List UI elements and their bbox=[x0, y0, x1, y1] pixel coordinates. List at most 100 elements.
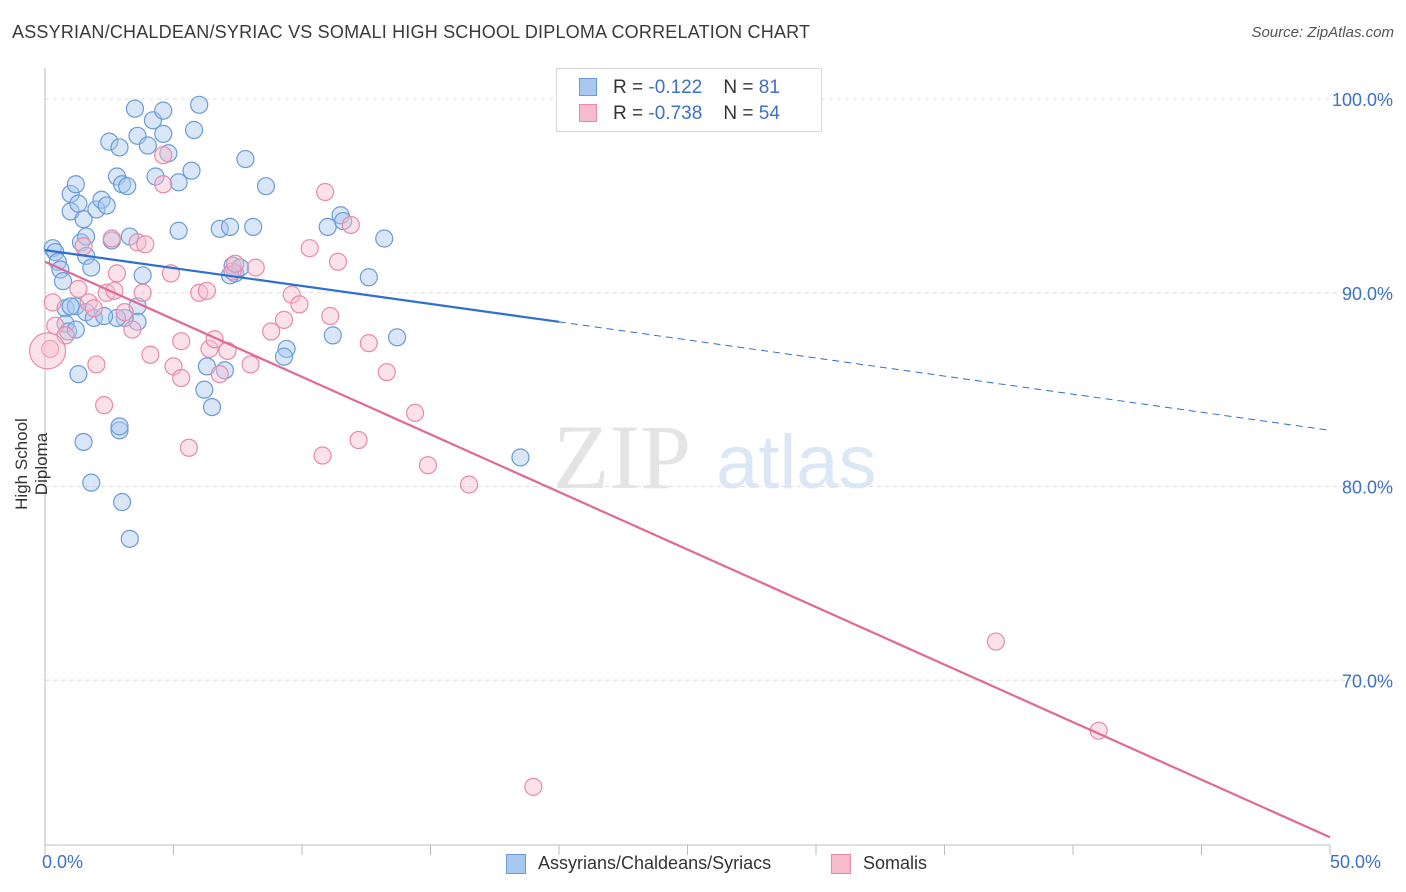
y-tick-label-70: 70.0% bbox=[1342, 671, 1393, 691]
n-label: N = bbox=[723, 77, 754, 98]
somalis-point bbox=[69, 279, 88, 298]
somalis-point bbox=[341, 215, 360, 235]
assyrians-point bbox=[202, 397, 222, 417]
assyrians-point bbox=[69, 194, 88, 213]
assyrians-point bbox=[169, 221, 188, 240]
assyrians-point bbox=[110, 421, 129, 440]
legend-swatch-pink bbox=[831, 854, 851, 874]
watermark-atlas: atlas bbox=[716, 420, 877, 505]
y-tick-label-100: 100.0% bbox=[1332, 90, 1393, 110]
somalis-point bbox=[123, 320, 142, 339]
assyrians-point bbox=[190, 95, 209, 114]
somalis-point bbox=[200, 339, 219, 359]
n-label: N = bbox=[723, 103, 754, 124]
somalis-point bbox=[262, 322, 281, 341]
somalis-point bbox=[313, 446, 332, 465]
somalis-point bbox=[172, 332, 191, 351]
legend-label-somalis: Somalis bbox=[863, 853, 928, 873]
somalis-point bbox=[328, 252, 348, 271]
somalis-point bbox=[246, 258, 265, 277]
assyrians-point bbox=[154, 124, 173, 143]
assyrians-point bbox=[82, 473, 101, 492]
trend-line-assyrians bbox=[44, 249, 560, 323]
assyrians-point bbox=[118, 177, 137, 196]
somalis-point bbox=[405, 403, 425, 423]
assyrians-point bbox=[87, 200, 106, 219]
assyrians-point bbox=[244, 217, 263, 236]
somalis-point bbox=[282, 285, 301, 304]
legend-swatch-blue bbox=[579, 78, 597, 96]
source-label: Source: ZipAtlas.com bbox=[1251, 24, 1394, 41]
somalis-point bbox=[316, 182, 335, 202]
somalis-point bbox=[79, 293, 98, 312]
stats-legend: R = -0.122 N = 81 R = -0.738 N = 54 bbox=[556, 68, 822, 132]
somalis-point bbox=[321, 306, 340, 326]
r-value: -0.122 bbox=[648, 77, 703, 98]
assyrians-point bbox=[169, 173, 188, 192]
legend-swatch-blue bbox=[506, 854, 526, 874]
somalis-point bbox=[459, 475, 479, 494]
legend-swatch-pink bbox=[579, 104, 597, 122]
assyrians-point bbox=[125, 99, 145, 118]
somalis-point bbox=[359, 334, 378, 353]
gridlines bbox=[45, 98, 1392, 681]
assyrians-point bbox=[74, 432, 93, 452]
watermark-zip: ZIP bbox=[553, 406, 691, 508]
somalis-point bbox=[226, 254, 245, 273]
assyrians-point bbox=[92, 190, 111, 209]
assyrians-point bbox=[66, 175, 85, 194]
y-tick-labels: 70.0% 80.0% 90.0% 100.0% bbox=[1332, 90, 1393, 691]
somalis-point bbox=[95, 396, 114, 415]
legend-label-assyrians: Assyrians/Chaldeans/Syriacs bbox=[538, 853, 772, 873]
assyrians-point bbox=[274, 347, 294, 366]
n-value: 81 bbox=[758, 77, 780, 98]
somalis-point bbox=[136, 235, 155, 254]
assyrians-point bbox=[511, 448, 530, 467]
assyrians-point bbox=[359, 268, 378, 287]
somalis-point bbox=[179, 438, 199, 457]
r-label: R = bbox=[613, 103, 644, 124]
somalis-point bbox=[154, 175, 173, 194]
y-tick-label-80: 80.0% bbox=[1342, 478, 1393, 498]
axes bbox=[44, 68, 1331, 855]
somalis-point bbox=[172, 368, 191, 388]
series-somalis-points bbox=[28, 146, 1108, 796]
assyrians-point bbox=[182, 161, 201, 180]
assyrians-point bbox=[146, 167, 165, 186]
somalis-point bbox=[43, 293, 62, 312]
chart-title: ASSYRIAN/CHALDEAN/SYRIAC VS SOMALI HIGH … bbox=[12, 22, 811, 42]
trend-line-assyrians-extension bbox=[558, 321, 1331, 431]
assyrians-point bbox=[220, 217, 240, 236]
somalis-point bbox=[133, 283, 152, 302]
series-assyrians-points bbox=[43, 95, 530, 548]
assyrians-point bbox=[110, 417, 129, 436]
assyrians-point bbox=[74, 210, 93, 229]
assyrians-point bbox=[138, 136, 157, 155]
assyrians-point bbox=[97, 196, 116, 215]
somalis-point bbox=[141, 345, 160, 364]
assyrians-point bbox=[195, 380, 214, 399]
assyrians-point bbox=[375, 229, 394, 248]
assyrians-point bbox=[66, 320, 85, 339]
trend-line-somalis bbox=[44, 260, 1331, 839]
assyrians-point bbox=[323, 326, 342, 345]
assyrians-point bbox=[110, 138, 129, 157]
r-value: -0.738 bbox=[648, 103, 703, 124]
somalis-point bbox=[290, 295, 309, 314]
assyrians-point bbox=[53, 272, 73, 291]
somalis-point bbox=[986, 632, 1006, 651]
assyrians-point bbox=[61, 297, 80, 316]
somalis-point bbox=[524, 777, 543, 796]
assyrians-point bbox=[120, 529, 139, 548]
somalis-point bbox=[300, 239, 319, 258]
somalis-point bbox=[102, 229, 121, 248]
somalis-point bbox=[154, 146, 173, 165]
somalis-point bbox=[349, 430, 368, 450]
assyrians-point bbox=[69, 365, 88, 384]
somalis-point bbox=[87, 355, 106, 374]
y-tick-label-90: 90.0% bbox=[1342, 284, 1393, 304]
x-tick-label-min: 0.0% bbox=[42, 852, 84, 872]
somalis-point bbox=[241, 355, 260, 374]
somalis-point bbox=[107, 264, 127, 283]
somalis-point bbox=[274, 310, 294, 329]
